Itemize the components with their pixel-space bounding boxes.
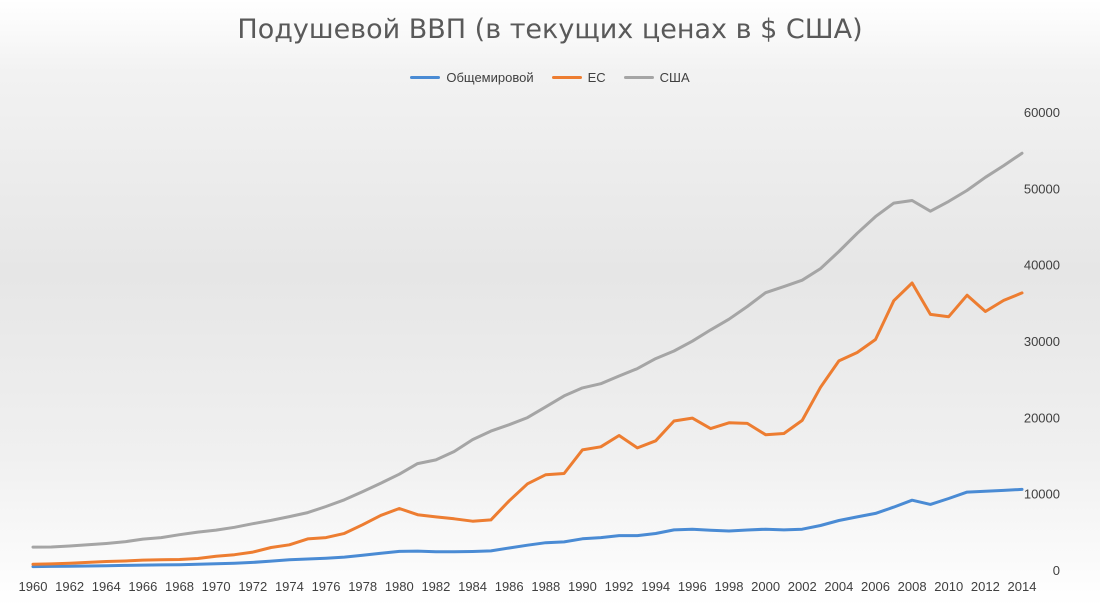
x-tick-label: 1978: [348, 579, 377, 594]
x-tick-label: 1976: [312, 579, 341, 594]
x-tick-label: 2014: [1008, 579, 1037, 594]
y-tick-label: 30000: [1024, 334, 1060, 349]
legend-item: ЕС: [551, 70, 606, 85]
legend-label: Общемировой: [446, 70, 534, 85]
legend-item: Общемировой: [410, 70, 534, 85]
x-tick-label: 2012: [971, 579, 1000, 594]
y-tick-label: 50000: [1024, 181, 1060, 196]
chart-title: Подушевой ВВП (в текущих ценах в $ США): [237, 14, 863, 45]
x-tick-label: 1988: [531, 579, 560, 594]
legend-swatch: [623, 76, 654, 79]
y-tick-label: 60000: [1024, 105, 1060, 120]
x-tick-label: 1994: [641, 579, 670, 594]
series-line-1: [31, 487, 1024, 569]
series-line-2: [31, 281, 1024, 566]
y-tick-label: 40000: [1024, 258, 1060, 273]
series-line-3: [31, 151, 1024, 549]
y-tick-label: 0: [1053, 563, 1060, 578]
x-tick-label: 2010: [934, 579, 963, 594]
legend-item: США: [623, 70, 690, 85]
x-tick-label: 1980: [385, 579, 414, 594]
x-tick-label: 1986: [495, 579, 524, 594]
x-tick-label: 1960: [19, 579, 48, 594]
x-tick-label: 1972: [238, 579, 267, 594]
x-tick-label: 1996: [678, 579, 707, 594]
x-tick-label: 1990: [568, 579, 597, 594]
y-tick-label: 10000: [1024, 487, 1060, 502]
x-tick-label: 1966: [128, 579, 157, 594]
x-tick-label: 2004: [824, 579, 853, 594]
legend-swatch: [410, 76, 441, 79]
x-tick-label: 1970: [202, 579, 231, 594]
x-tick-label: 1984: [458, 579, 487, 594]
x-tick-label: 1968: [165, 579, 194, 594]
x-tick-label: 1962: [55, 579, 84, 594]
legend-label: США: [659, 70, 690, 85]
x-tick-label: 1982: [421, 579, 450, 594]
x-tick-label: 1964: [92, 579, 121, 594]
legend-label: ЕС: [587, 70, 606, 85]
x-tick-label: 1998: [715, 579, 744, 594]
x-tick-label: 1974: [275, 579, 304, 594]
y-tick-label: 20000: [1024, 410, 1060, 425]
x-tick-label: 2008: [898, 579, 927, 594]
chart-legend: Общемировой ЕС США: [0, 70, 1100, 85]
x-tick-label: 1992: [605, 579, 634, 594]
x-tick-label: 2002: [788, 579, 817, 594]
legend-swatch: [551, 76, 582, 79]
x-tick-label: 2000: [751, 579, 780, 594]
x-tick-label: 2006: [861, 579, 890, 594]
